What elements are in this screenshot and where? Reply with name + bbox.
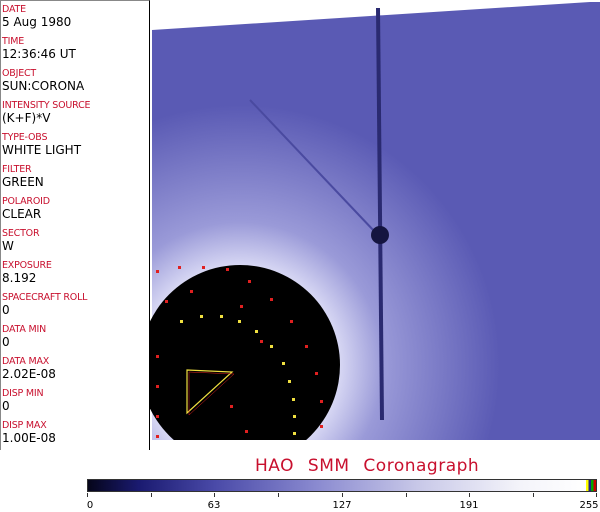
field-object: OBJECT SUN:CORONA [2,68,85,93]
tick-label: 127 [332,500,352,511]
pylon-occulter [371,226,389,244]
field-date: DATE 5 Aug 1980 [2,4,72,29]
field-disp-min: DISP MIN 0 [2,388,44,413]
field-spacecraft-roll: SPACECRAFT ROLL 0 [2,292,88,317]
colorbar [87,479,597,492]
field-disp-max: DISP MAX 1.00E-08 [2,420,56,445]
field-time: TIME 12:36:46 UT [2,36,76,61]
tick-label: 0 [86,500,94,511]
tick-label: 191 [459,500,479,511]
field-data-max: DATA MAX 2.02E-08 [2,356,56,381]
field-exposure: EXPOSURE 8.192 [2,260,52,285]
header-panel [0,0,150,450]
coronagraph-image [150,2,600,450]
field-type-obs: TYPE-OBS WHITE LIGHT [2,132,82,157]
diagonal-streak [249,99,376,233]
image-title: HAO SMM Coronagraph [255,456,480,476]
pylon-arm [376,7,384,421]
field-filter: FILTER GREEN [2,164,44,189]
field-intensity-source: INTENSITY SOURCE (K+F)*V [2,100,91,125]
grid-markers [156,266,323,438]
field-polaroid: POLAROID CLEAR [2,196,50,221]
tick-label: 63 [207,500,221,511]
field-data-min: DATA MIN 0 [2,324,46,349]
tick-label: 255 [579,500,599,511]
colorbar-overlay-colors [586,480,596,491]
field-sector: SECTOR W [2,228,40,253]
